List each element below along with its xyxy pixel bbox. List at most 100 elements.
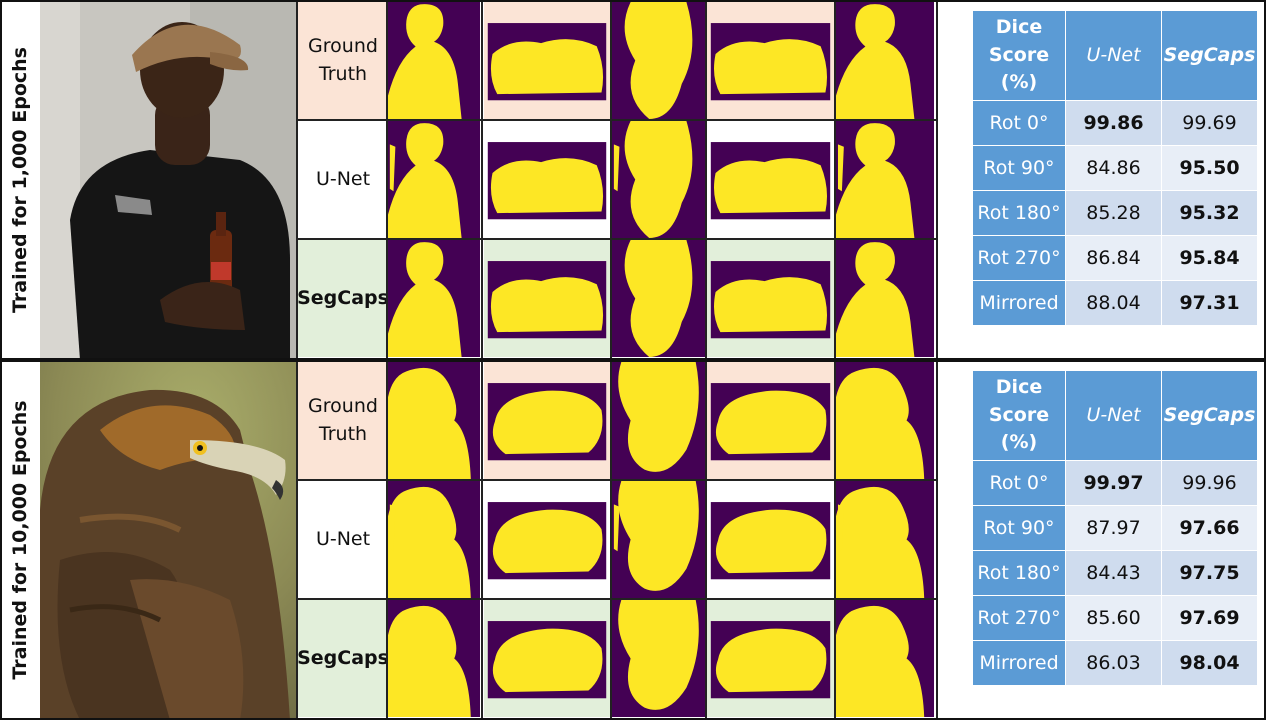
segmentation-mask (707, 121, 834, 238)
table-body: Rot 0° 99.97 99.96 Rot 90° 87.97 97.66 Rot 180… (972, 460, 1258, 686)
unet-value: 86.03 (1065, 640, 1162, 686)
grid-line (834, 0, 836, 360)
grid-line (705, 360, 707, 720)
segmentation-mask (484, 481, 610, 598)
row-label-cell: Rot 270° (972, 595, 1066, 641)
row-label-cell: Rot 90° (972, 145, 1066, 191)
table-row: Rot 90° 87.97 97.66 (972, 505, 1258, 551)
unet-value: 86.84 (1065, 235, 1162, 281)
eagle-photo (40, 360, 296, 720)
row-label-segcaps: SegCaps (297, 600, 389, 717)
grid-line (834, 360, 836, 720)
segmentation-mask (484, 121, 610, 238)
segcaps-value: 95.84 (1161, 235, 1258, 281)
segcaps-value: 95.50 (1161, 145, 1258, 191)
row-label-unet: U-Net (298, 481, 388, 598)
segmentation-mask (388, 362, 480, 479)
row-label-ground-truth: Ground Truth (298, 362, 388, 479)
grid-line (481, 0, 483, 360)
segmentation-mask (388, 2, 480, 119)
segmentation-mask (707, 240, 834, 357)
segmentation-mask (388, 600, 480, 717)
eagle-photo-illustration (40, 360, 296, 720)
side-label: Trained for 10,000 Epochs (0, 360, 40, 720)
grid-line (298, 479, 938, 481)
segmentation-mask (388, 481, 480, 598)
header-unet: U-Net (1065, 10, 1162, 101)
grid-line (936, 0, 938, 360)
segmentation-mask (836, 121, 934, 238)
unet-value: 84.86 (1065, 145, 1162, 191)
row-label-cell: Mirrored (972, 280, 1066, 326)
man-photo (40, 0, 296, 360)
grid-line (386, 0, 388, 360)
segmentation-mask (836, 481, 934, 598)
segcaps-value: 95.32 (1161, 190, 1258, 236)
grid-line (298, 119, 938, 121)
row-label-cell: Rot 0° (972, 460, 1066, 506)
header-unet: U-Net (1065, 370, 1162, 461)
side-label-text: Trained for 1,000 Epochs (9, 47, 31, 313)
side-label: Trained for 1,000 Epochs (0, 0, 40, 360)
segcaps-value: 97.31 (1161, 280, 1258, 326)
segcaps-value: 97.66 (1161, 505, 1258, 551)
segmentation-mask (612, 362, 705, 479)
dice-table: Dice Score (%) U-Net SegCaps Rot 0° 99.86… (972, 10, 1258, 326)
grid-line (386, 360, 388, 720)
unet-value: 85.60 (1065, 595, 1162, 641)
row-label-cell: Rot 180° (972, 550, 1066, 596)
table-row: Rot 90° 84.86 95.50 (972, 145, 1258, 191)
header-segcaps: SegCaps (1161, 10, 1258, 101)
table-header-row: Dice Score (%) U-Net SegCaps (972, 370, 1258, 461)
panel-1000-epochs: Trained for 1,000 Epochs Ground Truth U-… (0, 0, 1258, 360)
grid-line (610, 0, 612, 360)
table-row: Rot 270° 85.60 97.69 (972, 595, 1258, 641)
segmentation-mask (484, 362, 610, 479)
grid-line (296, 0, 298, 360)
unet-value: 88.04 (1065, 280, 1162, 326)
row-label-ground-truth: Ground Truth (298, 2, 388, 119)
header-dice-score: Dice Score (%) (972, 370, 1066, 461)
grid-line (936, 360, 938, 720)
row-label-segcaps: SegCaps (297, 240, 389, 357)
row-label-cell: Mirrored (972, 640, 1066, 686)
row-label-cell: Rot 180° (972, 190, 1066, 236)
segcaps-value: 99.69 (1161, 100, 1258, 146)
segmentation-mask (484, 240, 610, 357)
segmentation-mask (707, 362, 834, 479)
table-body: Rot 0° 99.86 99.69 Rot 90° 84.86 95.50 Rot 180… (972, 100, 1258, 326)
panel-10000-epochs: Trained for 10,000 Epochs (0, 360, 1266, 720)
grid-line (481, 360, 483, 720)
man-photo-illustration (40, 0, 296, 360)
table-row: Rot 0° 99.86 99.69 (972, 100, 1258, 146)
panel-divider (0, 358, 1266, 361)
segcaps-value: 98.04 (1161, 640, 1258, 686)
grid-line (610, 360, 612, 720)
segmentation-mask (388, 240, 480, 357)
side-label-text: Trained for 10,000 Epochs (9, 400, 31, 680)
grid-line (705, 0, 707, 360)
header-dice-score: Dice Score (%) (972, 10, 1066, 101)
segcaps-value: 97.75 (1161, 550, 1258, 596)
dice-table: Dice Score (%) U-Net SegCaps Rot 0° 99.97… (972, 370, 1258, 686)
table-row: Rot 180° 84.43 97.75 (972, 550, 1258, 596)
table-header-row: Dice Score (%) U-Net SegCaps (972, 10, 1258, 101)
segmentation-mask (612, 240, 705, 357)
segmentation-mask (612, 2, 705, 119)
segmentation-mask (836, 2, 934, 119)
table-row: Rot 270° 86.84 95.84 (972, 235, 1258, 281)
table-row: Mirrored 86.03 98.04 (972, 640, 1258, 686)
segmentation-mask (707, 2, 834, 119)
unet-value: 99.97 (1065, 460, 1162, 506)
unet-value: 87.97 (1065, 505, 1162, 551)
row-label-cell: Rot 0° (972, 100, 1066, 146)
row-label-cell: Rot 270° (972, 235, 1066, 281)
unet-value: 99.86 (1065, 100, 1162, 146)
segmentation-mask (836, 362, 934, 479)
segmentation-mask (388, 121, 480, 238)
segmentation-mask (707, 600, 834, 717)
grid-line (298, 598, 938, 600)
segmentation-mask (836, 600, 934, 717)
table-row: Rot 180° 85.28 95.32 (972, 190, 1258, 236)
